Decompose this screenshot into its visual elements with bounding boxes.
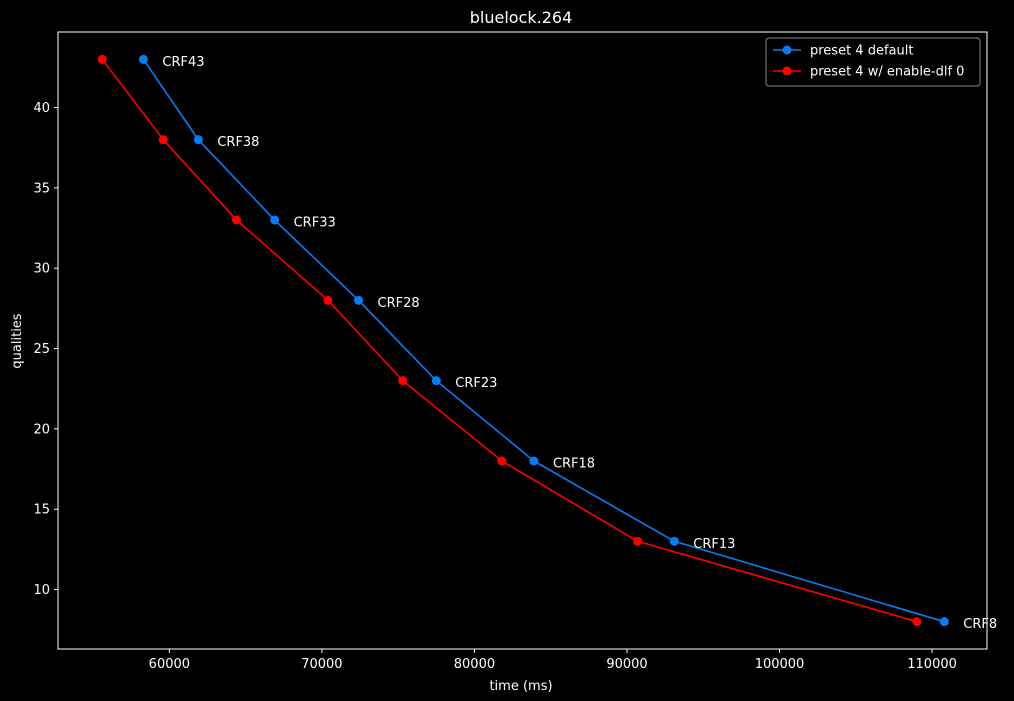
y-tick-label: 20 bbox=[33, 422, 50, 437]
x-axis: 60000 70000 80000 90000 100000 110000 bbox=[149, 649, 957, 672]
x-tick-label: 110000 bbox=[907, 657, 957, 672]
y-tick-label: 25 bbox=[33, 342, 50, 357]
x-tick-label: 100000 bbox=[755, 657, 805, 672]
crf-annotation: CRF13 bbox=[693, 537, 735, 552]
y-tick-label: 15 bbox=[33, 503, 50, 518]
data-point bbox=[323, 295, 333, 305]
series-line bbox=[101, 58, 918, 623]
legend-label: preset 4 default bbox=[810, 44, 913, 59]
data-point bbox=[138, 54, 148, 64]
legend-label: preset 4 w/ enable-dlf 0 bbox=[810, 65, 964, 80]
plot-area bbox=[57, 31, 988, 650]
data-point bbox=[912, 617, 922, 627]
crf-annotation: CRF18 bbox=[553, 457, 595, 472]
data-point bbox=[97, 54, 107, 64]
data-point bbox=[158, 135, 168, 145]
x-tick-label: 80000 bbox=[454, 657, 495, 672]
data-point bbox=[270, 215, 280, 225]
data-point bbox=[231, 215, 241, 225]
crf-annotation: CRF23 bbox=[455, 376, 497, 391]
y-tick-label: 30 bbox=[33, 262, 50, 277]
legend-marker bbox=[782, 45, 792, 55]
data-point bbox=[398, 376, 408, 386]
data-point bbox=[939, 617, 949, 627]
series-layer bbox=[97, 54, 949, 627]
legend-box bbox=[765, 37, 981, 87]
crf-annotation: CRF43 bbox=[162, 55, 204, 70]
y-tick-label: 40 bbox=[33, 101, 50, 116]
data-point bbox=[354, 295, 364, 305]
data-point bbox=[497, 456, 507, 466]
annotation-layer: CRF43 CRF38 CRF33 CRF28 CRF23 CRF18 CRF13 CRF8 bbox=[162, 55, 997, 632]
x-tick-label: 70000 bbox=[301, 657, 342, 672]
x-tick-label: 60000 bbox=[149, 657, 190, 672]
data-point bbox=[431, 376, 441, 386]
crf-annotation: CRF38 bbox=[217, 135, 259, 150]
x-axis-label: time (ms) bbox=[489, 679, 552, 694]
data-point bbox=[669, 536, 679, 546]
y-tick-label: 35 bbox=[33, 181, 50, 196]
crf-annotation: CRF28 bbox=[378, 296, 420, 311]
y-axis-label: qualities bbox=[10, 313, 25, 368]
series-line bbox=[142, 58, 945, 623]
crf-annotation: CRF8 bbox=[963, 617, 997, 632]
chart-title: bluelock.264 bbox=[470, 8, 573, 27]
x-tick-label: 90000 bbox=[606, 657, 647, 672]
y-tick-label: 10 bbox=[33, 583, 50, 598]
y-axis: 10 15 20 25 30 35 40 bbox=[33, 101, 58, 598]
data-point bbox=[529, 456, 539, 466]
data-point bbox=[193, 135, 203, 145]
legend-marker bbox=[782, 66, 792, 76]
data-point bbox=[633, 536, 643, 546]
legend: preset 4 default preset 4 w/ enable-dlf 0 bbox=[765, 37, 981, 87]
crf-annotation: CRF33 bbox=[294, 215, 336, 230]
